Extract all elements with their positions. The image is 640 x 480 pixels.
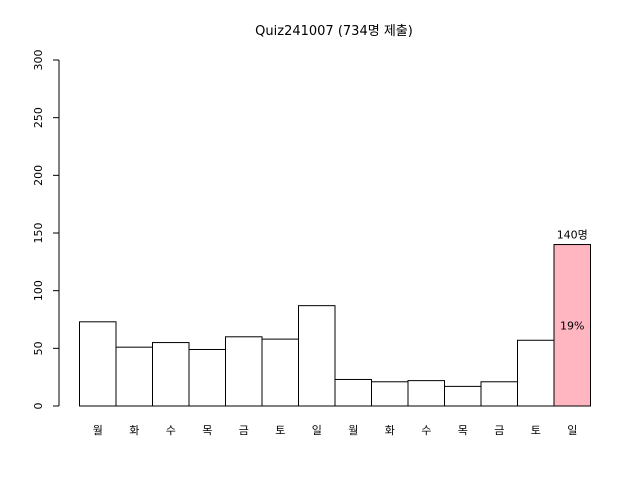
bar: [152, 342, 190, 407]
x-category-label: 월: [93, 424, 103, 437]
x-category-label: 일: [567, 423, 577, 437]
x-category-label: 수: [166, 424, 176, 437]
bar: [371, 381, 409, 407]
x-category-label: 월: [348, 424, 358, 437]
x-category-label: 수: [421, 424, 431, 437]
x-category-label: 일: [312, 423, 322, 437]
x-category-label: 금: [239, 424, 249, 437]
x-category-label: 목: [202, 424, 212, 437]
bar: [188, 348, 226, 407]
bar: [261, 338, 299, 407]
highlighted-bar: [553, 244, 591, 407]
y-axis: 0 50 100 150 200 250 300: [32, 50, 60, 410]
y-tick-label: 200: [32, 165, 45, 186]
bar: [115, 346, 153, 407]
bar: [444, 385, 482, 407]
bar-value-label: 140명: [557, 229, 588, 242]
bar-percent-label: 19%: [560, 319, 584, 332]
annotations: 140명 19%: [557, 229, 588, 333]
chart-title: Quiz241007 (734명 제출): [255, 24, 413, 39]
bar: [79, 321, 117, 407]
y-tick-label: 0: [32, 403, 45, 410]
y-tick-label: 50: [32, 341, 45, 355]
bar: [298, 305, 336, 407]
bar: [225, 336, 263, 407]
y-tick-label: 150: [32, 223, 45, 244]
bar: [517, 339, 555, 407]
x-category-label: 목: [458, 424, 468, 437]
x-category-label: 토: [531, 424, 541, 437]
x-category-label: 토: [275, 424, 285, 437]
x-category-label: 금: [494, 424, 504, 437]
y-tick-label: 300: [32, 50, 45, 71]
x-category-label: 화: [129, 424, 139, 437]
bar: [407, 380, 445, 407]
bars-group: [79, 244, 591, 407]
bar: [480, 381, 518, 407]
bar: [334, 378, 372, 407]
x-category-label: 화: [385, 424, 395, 437]
y-tick-label: 100: [32, 280, 45, 301]
y-tick-label: 250: [32, 107, 45, 128]
